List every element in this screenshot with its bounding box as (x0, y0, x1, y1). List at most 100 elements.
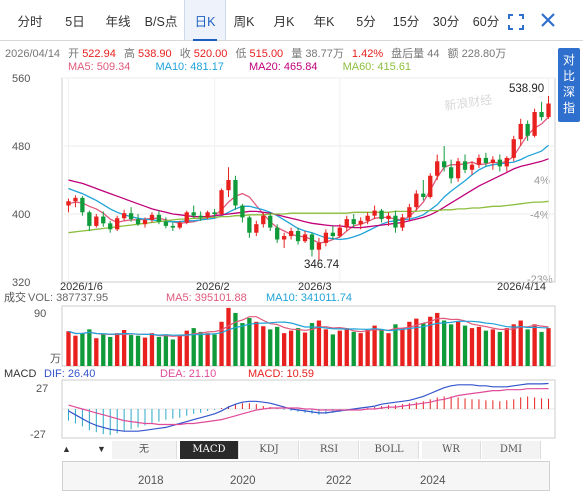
candle-body (163, 221, 169, 226)
macd-dif: DIF: 26.40 (44, 368, 95, 380)
tab-2[interactable]: 年线 (105, 15, 131, 29)
volume-value: 38.77万 (305, 48, 344, 60)
indicator-tab-rsi[interactable]: RSI (300, 441, 359, 459)
candle-body (128, 213, 134, 220)
low-price-annotation: 346.74 (304, 259, 340, 271)
candle-body (295, 231, 301, 242)
candle-body (455, 161, 461, 179)
candle-body (191, 212, 196, 216)
volume-bar (476, 326, 482, 366)
candle-body (101, 216, 106, 224)
volume-bar (414, 318, 419, 366)
tab-1[interactable]: 5日 (65, 15, 85, 29)
tab-5[interactable]: 周K (233, 15, 255, 29)
high-price-annotation: 538.90 (509, 83, 544, 95)
candle-body (219, 190, 224, 214)
candle-body (247, 217, 252, 233)
volume-bar (94, 338, 99, 366)
volume-bar (281, 333, 287, 366)
pct-axis-label: -4% (530, 209, 550, 221)
volume-bar (295, 328, 301, 366)
vol-ma5: MA5: 395101.88 (166, 292, 247, 304)
tab-8[interactable]: 5分 (356, 15, 376, 29)
close-icon[interactable] (540, 12, 556, 28)
open-label: 开 (68, 48, 80, 60)
candle-body (87, 212, 92, 226)
indicator-tab-boll[interactable]: BOLL (360, 441, 419, 459)
volume-bar (309, 323, 315, 366)
tab-4[interactable]: 日K (184, 0, 226, 41)
price-axis-label: 400 (12, 209, 30, 221)
volume-bar (421, 323, 426, 366)
volume-bar (344, 328, 349, 366)
volume-bar (254, 321, 259, 366)
indicator-tab-wr[interactable]: WR (422, 441, 481, 459)
volume-bar (323, 329, 329, 366)
candle-body (121, 213, 127, 219)
tab-11[interactable]: 60分 (472, 15, 500, 29)
ma20-legend: MA20: 465.84 (249, 61, 318, 73)
fullscreen-icon[interactable] (508, 14, 524, 30)
volume-bar (490, 329, 496, 366)
candle-body (261, 215, 266, 225)
scroll-left-icon[interactable]: ▲ (62, 444, 71, 454)
compare-char-1: 对 (562, 53, 575, 67)
volume-bar (288, 330, 294, 366)
tab-7[interactable]: 年K (313, 15, 335, 29)
candle-body (184, 212, 189, 223)
candle-body (94, 216, 99, 226)
volume-bar (407, 321, 412, 366)
candle-body (73, 197, 78, 202)
indicator-tabs: 无 MACD KDJ RSI BOLL WR DMI (62, 441, 546, 459)
candle-body (288, 231, 294, 237)
tab-0[interactable]: 分时 (17, 15, 43, 29)
volume-bar (532, 324, 537, 366)
tab-3[interactable]: B/S点 (144, 15, 178, 29)
volume-bar (483, 330, 489, 366)
nav-year-2024: 2024 (420, 475, 446, 487)
compare-char-2: 比 (562, 69, 575, 83)
candle-body (393, 215, 398, 228)
volume-bar (511, 324, 516, 366)
indicator-tab-dmi[interactable]: DMI (482, 441, 541, 459)
candle-body (316, 242, 322, 250)
candle-body (372, 210, 377, 216)
after-hours-label: 盘后量 (391, 48, 425, 60)
volume-bar (275, 326, 280, 366)
volume-bar (177, 335, 182, 366)
volume-bar (184, 330, 189, 366)
volume-bar (379, 329, 384, 366)
candle-body (226, 180, 231, 191)
tab-9[interactable]: 15分 (392, 15, 420, 29)
tab-10[interactable]: 30分 (432, 15, 460, 29)
indicator-tab-kdj[interactable]: KDJ (240, 441, 299, 459)
candle-body (428, 175, 433, 197)
ma10-legend: MA10: 481.17 (155, 61, 224, 73)
candle-body (351, 219, 356, 225)
candle-body (497, 159, 502, 167)
volume-bar (205, 333, 210, 366)
indicator-tab-无[interactable]: 无 (112, 441, 177, 459)
ma5-legend: MA5: 509.34 (68, 61, 131, 73)
volume-bar (73, 335, 78, 366)
pct-axis-label: 4% (534, 175, 550, 187)
date-axis-label: 2026/1/6 (60, 281, 103, 293)
candle-body (330, 232, 336, 237)
volume-bar (268, 329, 273, 366)
volume-bar (455, 321, 461, 366)
candle-body (532, 112, 537, 136)
price-panel-frame (61, 77, 556, 283)
ma-line-ma5 (68, 116, 549, 244)
volume-bar (163, 334, 169, 366)
amount-label: 额 (447, 48, 459, 60)
candle-body (198, 215, 203, 218)
time-navigator[interactable] (62, 461, 550, 491)
ma-legend: MA5: 509.34 MA10: 481.17 MA20: 465.84 MA… (68, 61, 433, 73)
candle-body (379, 210, 384, 220)
price-axis-label: 320 (12, 277, 30, 289)
indicator-tab-macd[interactable]: MACD (180, 441, 239, 459)
scroll-right-icon[interactable]: ▼ (97, 444, 106, 454)
tab-6[interactable]: 月K (273, 15, 295, 29)
compare-index-button[interactable]: 对 比 深 指 (558, 48, 580, 122)
